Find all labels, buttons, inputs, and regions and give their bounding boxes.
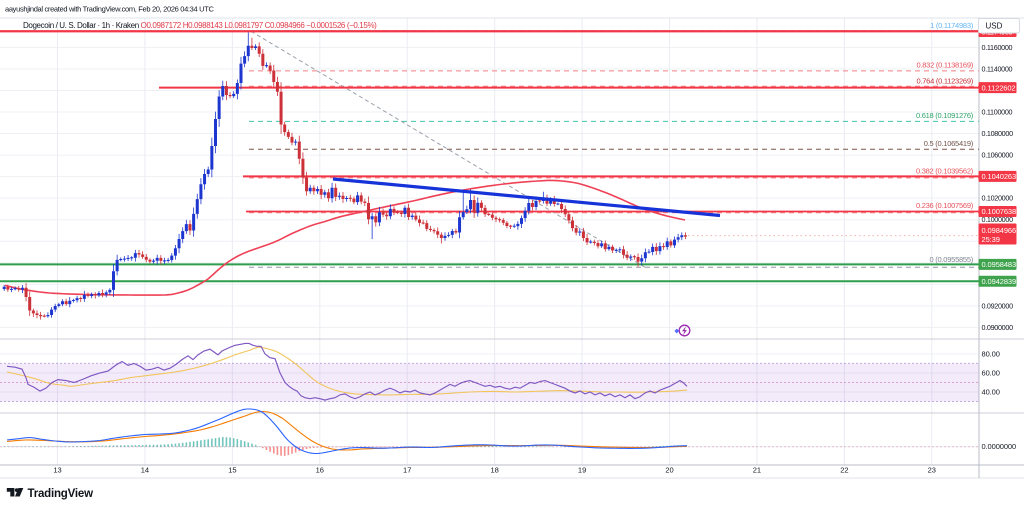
svg-text:0.5 (0.1065419): 0.5 (0.1065419) xyxy=(924,139,974,148)
svg-text:21: 21 xyxy=(753,466,761,475)
svg-text:0 (0.0955855): 0 (0.0955855) xyxy=(930,255,974,264)
svg-text:0.0984966: 0.0984966 xyxy=(982,226,1017,235)
svg-text:17: 17 xyxy=(403,466,411,475)
svg-text:0.1000000: 0.1000000 xyxy=(982,215,1014,224)
svg-text:0.236 (0.1007569): 0.236 (0.1007569) xyxy=(916,201,974,210)
svg-text:20: 20 xyxy=(665,466,673,475)
svg-text:aayushjindal created with Trad: aayushjindal created with TradingView.co… xyxy=(5,5,214,14)
svg-text:0.0958483: 0.0958483 xyxy=(982,260,1017,269)
svg-text:0.1060000: 0.1060000 xyxy=(982,151,1014,160)
svg-text:0.618 (0.1091276): 0.618 (0.1091276) xyxy=(916,111,974,120)
svg-text:0.1160000: 0.1160000 xyxy=(982,43,1013,52)
svg-text:0.382 (0.1039562): 0.382 (0.1039562) xyxy=(916,167,974,176)
svg-text:22: 22 xyxy=(840,466,848,475)
svg-text:0.764 (0.1123269): 0.764 (0.1123269) xyxy=(917,76,974,85)
svg-text:18: 18 xyxy=(490,466,498,475)
svg-text:0.832 (0.1138169): 0.832 (0.1138169) xyxy=(917,60,974,69)
svg-text:14: 14 xyxy=(141,466,149,475)
svg-text:0.1007638: 0.1007638 xyxy=(982,207,1017,216)
svg-text:0.1020000: 0.1020000 xyxy=(982,194,1014,203)
svg-text:0.0942839: 0.0942839 xyxy=(982,277,1017,286)
svg-text:0.0900000: 0.0900000 xyxy=(982,323,1014,332)
svg-text:16: 16 xyxy=(316,466,324,475)
svg-text:0.0920000: 0.0920000 xyxy=(982,301,1014,310)
svg-text:23: 23 xyxy=(928,466,936,475)
svg-text:0.1040263: 0.1040263 xyxy=(982,172,1017,181)
svg-text:TradingView: TradingView xyxy=(28,488,94,500)
svg-text:0.1140000: 0.1140000 xyxy=(982,64,1013,73)
svg-text:19: 19 xyxy=(578,466,586,475)
svg-text:40.00: 40.00 xyxy=(982,388,1000,397)
svg-text:Dogecoin / U. S. Dollar · 1h ·: Dogecoin / U. S. Dollar · 1h · Kraken O0… xyxy=(23,21,377,30)
svg-text:1 (0.1174983): 1 (0.1174983) xyxy=(930,21,974,30)
svg-text:15: 15 xyxy=(228,466,236,475)
svg-text:80.00: 80.00 xyxy=(982,349,1000,358)
svg-text:0.1080000: 0.1080000 xyxy=(982,129,1014,138)
svg-text:60.00: 60.00 xyxy=(982,368,1000,377)
svg-text:0.0000000: 0.0000000 xyxy=(982,442,1017,451)
svg-text:USD: USD xyxy=(986,22,1003,31)
svg-text:25:39: 25:39 xyxy=(982,235,1000,244)
svg-text:13: 13 xyxy=(53,466,61,475)
svg-text:0.1100000: 0.1100000 xyxy=(982,108,1013,117)
svg-text:0.1122602: 0.1122602 xyxy=(982,83,1016,92)
